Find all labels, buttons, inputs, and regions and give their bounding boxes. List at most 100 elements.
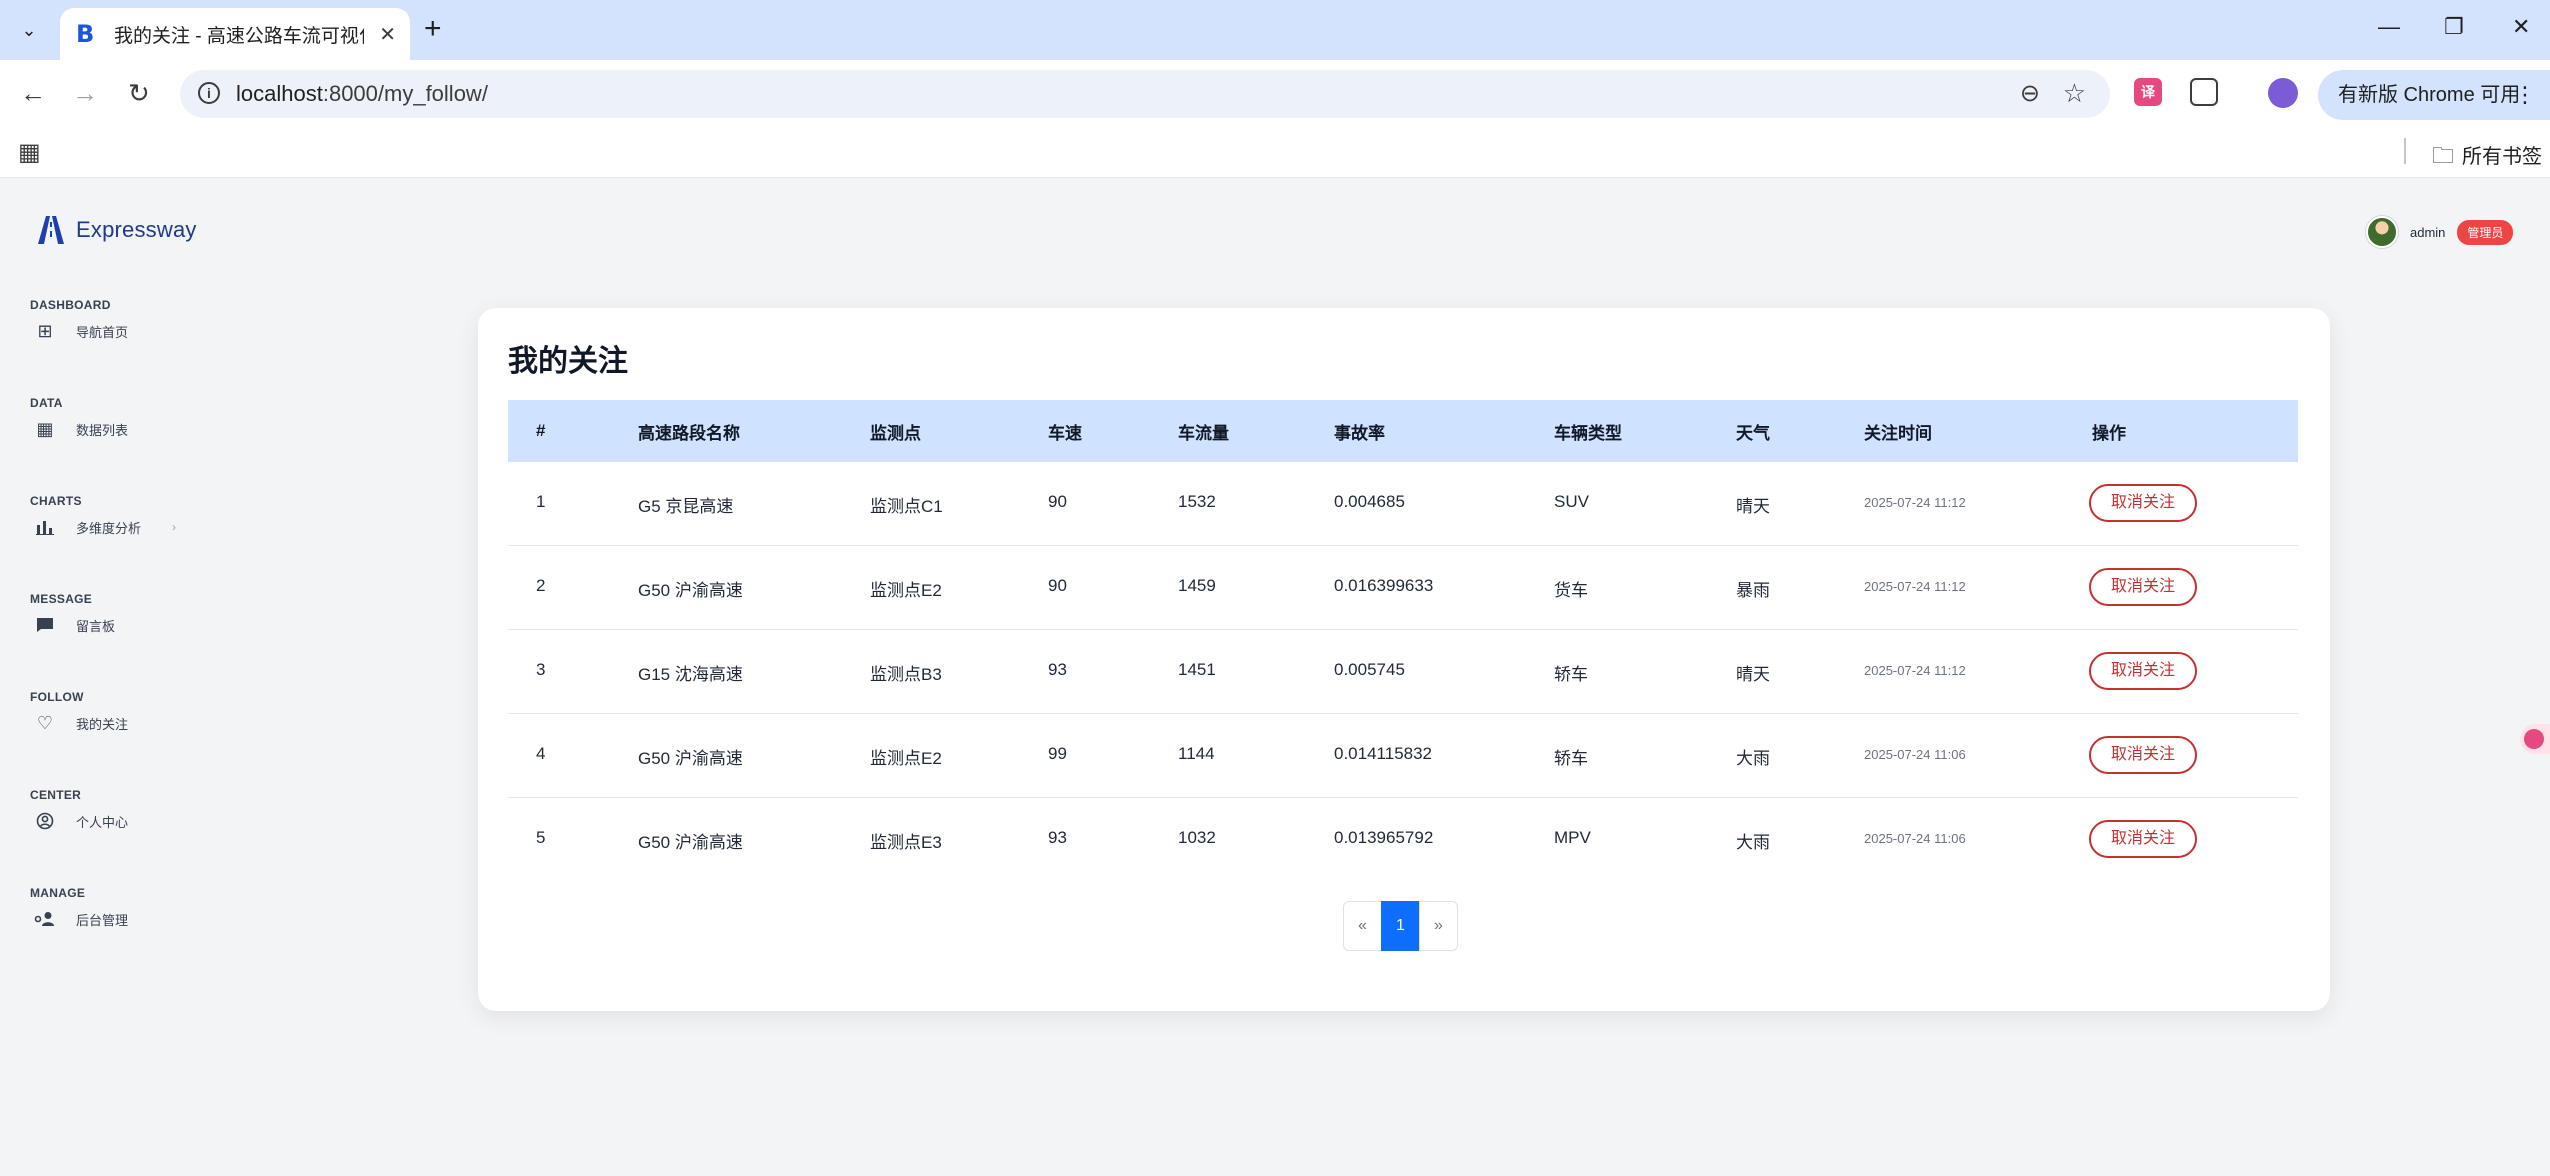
sidebar-section-charts: CHARTS [30, 494, 82, 508]
app-viewport: Expressway admin 管理员 DASHBOARD ⊞ 导航首页 DA… [0, 178, 2550, 1176]
folder-icon: 🗀 [2432, 143, 2455, 168]
cell-point: 监测点C1 [870, 497, 943, 516]
cell-point: 监测点E2 [870, 749, 942, 768]
site-favicon-icon: B [76, 20, 95, 48]
heart-icon: ♡ [36, 712, 54, 733]
cell-road: G50 沪渝高速 [638, 749, 743, 768]
floating-assistant-icon[interactable] [2520, 724, 2550, 754]
brand[interactable]: Expressway [36, 216, 197, 244]
col-header-no: # [536, 421, 546, 440]
cell-flow: 1451 [1178, 660, 1216, 679]
expressway-logo-icon [36, 216, 66, 244]
cell-weather: 晴天 [1736, 497, 1770, 516]
apps-grid-icon[interactable]: ▦ [18, 139, 41, 166]
bookmarks-bar: ▦ 🗀 所有书签 [0, 128, 2550, 178]
window-restore-icon[interactable]: ❐ [2444, 14, 2464, 39]
col-header-action: 操作 [2092, 423, 2126, 443]
cell-time: 2025-07-24 11:12 [1864, 663, 1966, 678]
cell-time: 2025-07-24 11:06 [1864, 831, 1966, 846]
cell-speed: 93 [1048, 660, 1067, 679]
table-header: # 高速路段名称 监测点 车速 车流量 事故率 车辆类型 天气 关注时间 操作 [508, 400, 2298, 462]
pagination-next[interactable]: » [1419, 901, 1458, 951]
user-name: admin [2410, 224, 2446, 240]
cell-point: 监测点E3 [870, 833, 942, 852]
unfollow-button[interactable]: 取消关注 [2089, 484, 2197, 522]
col-header-point: 监测点 [870, 423, 921, 443]
unfollow-button[interactable]: 取消关注 [2089, 568, 2197, 606]
user-menu[interactable]: admin 管理员 [2366, 216, 2514, 248]
cell-accident: 0.004685 [1334, 492, 1405, 511]
chevron-right-icon: › [172, 520, 176, 534]
browser-tab-bar: ⌄ B 我的关注 - 高速公路车流可视化 ✕ + — ❐ ✕ [0, 0, 2550, 60]
sidebar-item-message-board[interactable]: 留言板 [34, 614, 184, 636]
bookmark-star-icon[interactable]: ☆ [2062, 78, 2086, 108]
col-header-accident: 事故率 [1334, 423, 1385, 443]
cell-no: 3 [536, 660, 546, 679]
cell-road: G5 京昆高速 [638, 497, 734, 516]
chrome-update-button[interactable]: 有新版 Chrome 可用 ⋮ [2318, 70, 2550, 120]
unfollow-button[interactable]: 取消关注 [2089, 820, 2197, 858]
reload-icon[interactable]: ↻ [128, 78, 150, 108]
cell-accident: 0.005745 [1334, 660, 1405, 679]
cell-speed: 99 [1048, 744, 1067, 763]
window-close-icon[interactable]: ✕ [2512, 14, 2531, 39]
unfollow-button[interactable]: 取消关注 [2089, 652, 2197, 690]
sidebar-section-manage: MANAGE [30, 886, 86, 900]
cell-time: 2025-07-24 11:06 [1864, 747, 1966, 762]
translate-extension-icon[interactable]: 译 [2134, 78, 2162, 106]
cell-accident: 0.013965792 [1334, 828, 1434, 847]
cell-road: G50 沪渝高速 [638, 833, 743, 852]
window-minimize-icon[interactable]: — [2378, 14, 2400, 39]
all-bookmarks-folder[interactable]: 🗀 所有书签 [2432, 143, 2543, 168]
sidebar-item-analysis[interactable]: 多维度分析 › [34, 516, 184, 538]
more-menu-icon[interactable]: ⋮ [2514, 82, 2536, 107]
cell-point: 监测点B3 [870, 665, 942, 684]
page-title: 我的关注 [508, 345, 628, 378]
cell-no: 1 [536, 492, 546, 511]
zoom-magnifier-icon[interactable]: ⊖ [2019, 80, 2040, 107]
cell-flow: 1532 [1178, 492, 1216, 511]
browser-tab[interactable]: B 我的关注 - 高速公路车流可视化 ✕ [60, 8, 410, 60]
sidebar-item-admin[interactable]: 后台管理 [34, 908, 184, 930]
cell-vehicle: 轿车 [1554, 665, 1588, 684]
site-info-icon[interactable]: i [198, 82, 220, 104]
forward-arrow-icon[interactable]: → [72, 78, 98, 108]
col-header-flow: 车流量 [1178, 423, 1229, 443]
tab-close-icon[interactable]: ✕ [379, 24, 396, 46]
cell-speed: 93 [1048, 828, 1067, 847]
address-url[interactable]: localhost:8000/my_follow/ [236, 81, 488, 106]
tab-search-chevron-icon[interactable]: ⌄ [21, 19, 37, 40]
sidebar-item-profile-center[interactable]: 个人中心 [34, 810, 184, 832]
profile-avatar-icon[interactable] [2268, 78, 2298, 108]
sidebar-item-home[interactable]: ⊞ 导航首页 [34, 320, 184, 342]
pagination-page-1[interactable]: 1 [1381, 901, 1420, 951]
cell-weather: 暴雨 [1736, 581, 1770, 600]
bookmarks-divider [2404, 138, 2406, 164]
col-header-vehicle: 车辆类型 [1554, 423, 1622, 443]
user-cog-icon [34, 908, 56, 930]
sidebar-item-my-follow[interactable]: ♡ 我的关注 [34, 712, 184, 734]
cell-no: 4 [536, 744, 546, 763]
tab-title: 我的关注 - 高速公路车流可视化 [114, 25, 364, 47]
cell-speed: 90 [1048, 492, 1067, 511]
cell-flow: 1144 [1178, 744, 1215, 763]
pagination-prev[interactable]: « [1343, 901, 1382, 951]
col-header-speed: 车速 [1048, 423, 1082, 443]
sidebar-item-data-list[interactable]: ▦ 数据列表 [34, 418, 184, 440]
back-arrow-icon[interactable]: ← [20, 78, 46, 108]
extensions-puzzle-icon[interactable] [2190, 78, 2218, 106]
sidebar-section-center: CENTER [30, 788, 82, 802]
cell-weather: 大雨 [1736, 833, 1770, 852]
pagination: « 1 » [1343, 901, 1458, 951]
address-bar[interactable]: i localhost:8000/my_follow/ ⊖ ☆ [180, 70, 2110, 118]
cell-no: 5 [536, 828, 546, 847]
bar-chart-icon [34, 516, 56, 538]
browser-toolbar: ← → ↻ i localhost:8000/my_follow/ ⊖ ☆ 译 … [0, 60, 2550, 128]
new-tab-plus-icon[interactable]: + [424, 12, 442, 45]
cell-road: G15 沈海高速 [638, 665, 743, 684]
cell-flow: 1459 [1178, 576, 1216, 595]
cell-flow: 1032 [1178, 828, 1216, 847]
unfollow-button[interactable]: 取消关注 [2089, 736, 2197, 774]
cell-vehicle: SUV [1554, 492, 1589, 511]
avatar[interactable] [2366, 216, 2398, 248]
